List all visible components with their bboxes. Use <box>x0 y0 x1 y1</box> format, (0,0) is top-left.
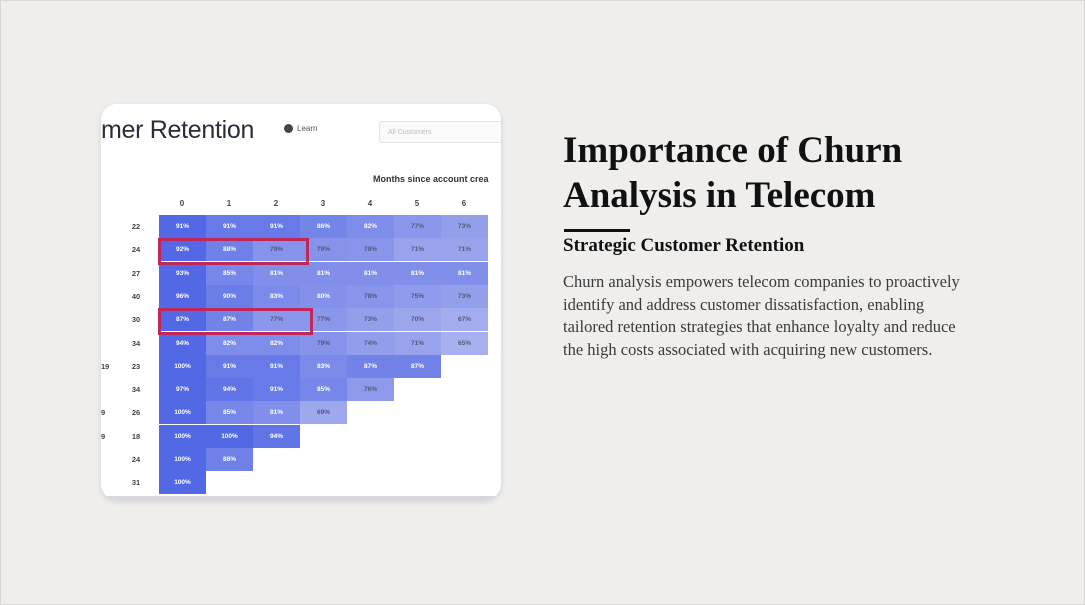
retention-cell: 100% <box>206 424 253 448</box>
retention-cell: 90% <box>206 284 253 308</box>
retention-cell: 73% <box>441 284 488 308</box>
retention-cell: 79% <box>253 238 300 262</box>
title-divider <box>564 229 630 232</box>
row-label: 31 <box>131 478 141 488</box>
retention-cell: 71% <box>394 331 441 355</box>
highlight-row-24 <box>158 238 309 265</box>
retention-cell: 77% <box>253 308 300 332</box>
retention-cell: 79% <box>300 331 347 355</box>
row-label: 34 <box>131 385 141 395</box>
retention-cell: 81% <box>253 401 300 425</box>
left-row-label: 9 <box>101 431 106 441</box>
retention-cell: 70% <box>394 308 441 332</box>
row-label: 40 <box>131 291 141 301</box>
retention-cell: 91% <box>253 378 300 402</box>
retention-cell: 91% <box>159 215 206 238</box>
retention-cell: 73% <box>441 215 488 238</box>
retention-cell: 87% <box>206 308 253 332</box>
row-label: 30 <box>131 315 141 325</box>
retention-cell: 78% <box>347 238 394 262</box>
retention-cell: 82% <box>347 215 394 238</box>
retention-cell: 81% <box>300 261 347 285</box>
left-row-label: 9 <box>101 408 106 418</box>
retention-cell: 93% <box>159 261 206 285</box>
retention-cell: 83% <box>300 354 347 378</box>
retention-cell: 85% <box>206 261 253 285</box>
retention-cell: 82% <box>253 331 300 355</box>
retention-cell: 87% <box>347 354 394 378</box>
highlight-row-30 <box>158 308 313 335</box>
row-label: 24 <box>131 245 141 255</box>
retention-cell: 87% <box>159 308 206 332</box>
retention-cell: 81% <box>347 261 394 285</box>
retention-cell: 65% <box>441 331 488 355</box>
learn-label: Learn <box>297 124 318 133</box>
retention-cell: 94% <box>159 331 206 355</box>
retention-cell: 97% <box>159 378 206 402</box>
retention-cell: 86% <box>300 215 347 238</box>
retention-cell: 71% <box>441 238 488 262</box>
customer-filter: All Customers <box>379 121 501 143</box>
retention-cell: 92% <box>159 238 206 262</box>
column-header: 3 <box>320 199 326 208</box>
retention-cell: 77% <box>394 215 441 238</box>
row-label: 22 <box>131 222 141 231</box>
column-header: 6 <box>461 199 467 208</box>
retention-cell: 71% <box>394 238 441 262</box>
retention-cell: 75% <box>394 284 441 308</box>
screenshot-title: mer Retention <box>101 116 255 144</box>
column-header: 5 <box>414 199 420 208</box>
row-label: 24 <box>131 455 141 464</box>
retention-cell: 91% <box>253 354 300 378</box>
months-axis-label: Months since account crea <box>373 174 489 184</box>
retention-cell: 83% <box>253 284 300 308</box>
row-label: 18 <box>131 431 141 441</box>
row-label: 34 <box>131 338 141 348</box>
retention-cell: 94% <box>206 378 253 402</box>
learn-link: Learn <box>284 124 317 133</box>
retention-cell: 96% <box>159 284 206 308</box>
retention-cell: 85% <box>206 401 253 425</box>
retention-cell: 91% <box>206 215 253 238</box>
retention-cell: 100% <box>159 448 206 471</box>
row-label: 23 <box>131 361 141 371</box>
retention-screenshot: mer Retention Learn All Customers Months… <box>101 104 501 500</box>
info-icon <box>284 124 293 133</box>
left-row-label: 19 <box>101 361 110 371</box>
retention-cell: 79% <box>300 238 347 262</box>
column-header: 2 <box>273 199 279 208</box>
retention-cell: 100% <box>159 471 206 495</box>
retention-cell: 100% <box>159 401 206 425</box>
slide-title: Importance of Churn Analysis in Telecom <box>563 130 903 216</box>
retention-cell: 91% <box>253 215 300 238</box>
column-header: 1 <box>226 199 232 208</box>
retention-cell: 88% <box>206 238 253 262</box>
row-label: 26 <box>131 408 141 418</box>
screenshot-bottom-edge <box>101 496 501 500</box>
retention-cell: 82% <box>206 331 253 355</box>
retention-cell: 80% <box>300 284 347 308</box>
retention-cell: 67% <box>441 308 488 332</box>
retention-cell: 88% <box>206 448 253 471</box>
retention-cell: 94% <box>253 424 300 448</box>
retention-cell: 69% <box>300 401 347 425</box>
retention-cell: 78% <box>347 284 394 308</box>
retention-cell: 91% <box>206 354 253 378</box>
slide-body: Churn analysis empowers telecom companie… <box>563 272 960 359</box>
retention-cell: 81% <box>253 261 300 285</box>
retention-cell: 76% <box>347 378 394 402</box>
retention-cell: 81% <box>441 261 488 285</box>
retention-cell: 85% <box>300 378 347 402</box>
slide-subtitle: Strategic Customer Retention <box>563 235 805 256</box>
retention-cell: 73% <box>347 308 394 332</box>
screenshot-header: mer Retention Learn All Customers <box>101 104 501 159</box>
retention-cell: 74% <box>347 331 394 355</box>
column-header: 4 <box>367 199 373 208</box>
column-header: 0 <box>179 199 185 208</box>
retention-cell: 100% <box>159 354 206 378</box>
retention-cell: 87% <box>394 354 441 378</box>
retention-cell: 81% <box>394 261 441 285</box>
retention-cell: 100% <box>159 424 206 448</box>
row-label: 27 <box>131 268 141 278</box>
